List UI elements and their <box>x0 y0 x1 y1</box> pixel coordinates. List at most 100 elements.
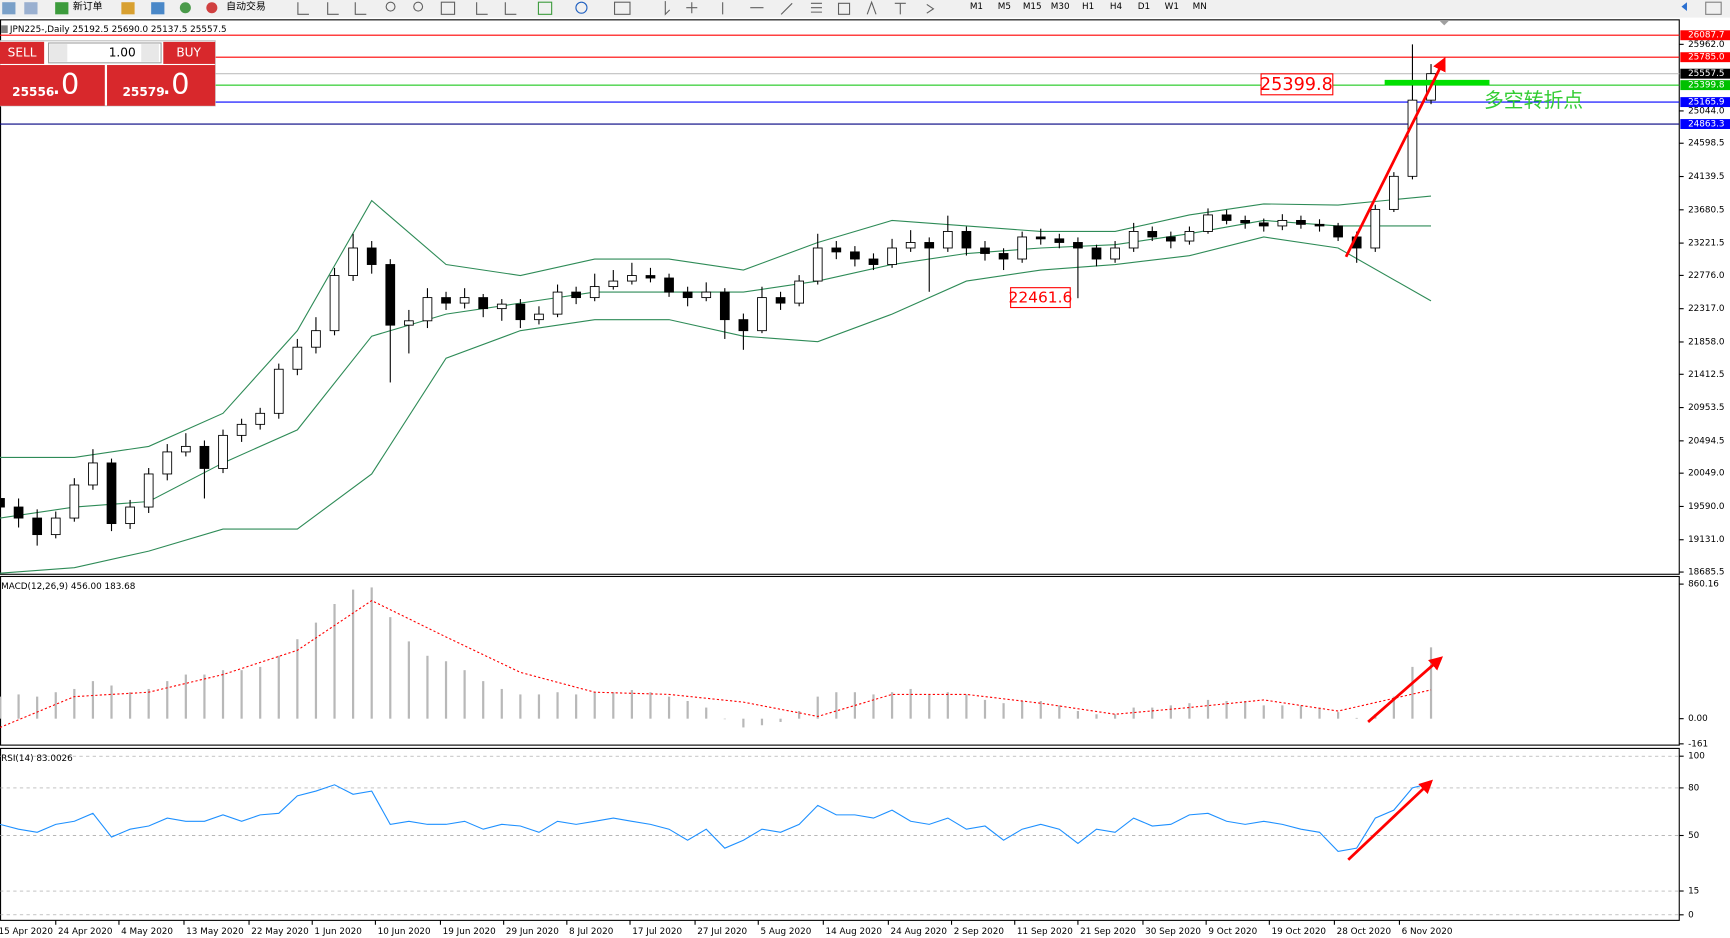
y-tick-label: 24598.5 <box>1688 139 1724 149</box>
y-tick-label: 15 <box>1688 887 1699 897</box>
scroll-icons[interactable] <box>476 2 517 15</box>
macd-bar <box>1132 707 1135 719</box>
candle-body <box>1333 225 1343 238</box>
annotation-box <box>1260 73 1334 96</box>
candle-body <box>143 473 154 508</box>
macd-bar <box>36 696 39 719</box>
icon[interactable] <box>24 2 38 15</box>
icon[interactable] <box>55 2 69 15</box>
candle-body <box>311 330 321 348</box>
macd-bar <box>1151 707 1154 719</box>
auto-trading[interactable]: 自动交易 <box>226 0 266 13</box>
new-order[interactable]: 新订单 <box>73 0 103 13</box>
macd-signal <box>0 599 1432 728</box>
candle-body <box>1370 208 1381 249</box>
timeframe[interactable]: M15 <box>1023 2 1042 12</box>
vol-up[interactable] <box>141 44 159 62</box>
x-tick-label: 11 Sep 2020 <box>1017 927 1073 937</box>
nav-icon[interactable] <box>1681 2 1687 12</box>
candle-body <box>459 297 470 304</box>
annotations: 25399.8 22461.6 多空转折点 <box>1009 20 1583 861</box>
macd-bar <box>705 707 708 719</box>
buy-button[interactable] <box>163 41 216 64</box>
timeframe[interactable]: D1 <box>1138 2 1150 12</box>
icon[interactable] <box>206 2 218 14</box>
sell-label[interactable]: SELL <box>8 45 37 59</box>
macd-bar <box>314 622 318 719</box>
candle-body <box>404 320 414 326</box>
macd-bar <box>0 696 2 719</box>
ask-box[interactable] <box>107 65 216 106</box>
level-label: 25557.5 <box>1688 69 1724 79</box>
timeframe[interactable]: H1 <box>1082 2 1094 12</box>
volume[interactable]: 1.00 <box>109 45 136 59</box>
macd-bar <box>444 661 448 719</box>
indicators[interactable] <box>537 1 553 15</box>
bid-box[interactable] <box>0 65 105 106</box>
icon[interactable] <box>151 2 165 15</box>
zoom-in[interactable] <box>385 1 396 12</box>
candle-body <box>1110 247 1120 260</box>
candle-body <box>608 280 619 288</box>
macd-bar <box>296 639 299 719</box>
macd-bar <box>1113 714 1117 719</box>
candle-body <box>366 247 377 265</box>
candle-body <box>199 445 210 469</box>
vol-down[interactable] <box>49 44 68 62</box>
y-tick-label: 0.00 <box>1688 714 1708 724</box>
timeframes: M1 M5 M15 M30 H1 H4 D1 W1 MN <box>970 2 1207 12</box>
y-tick-label: -161 <box>1688 739 1708 749</box>
macd-bar <box>1244 700 1247 719</box>
periods[interactable] <box>575 1 588 14</box>
macd-bar <box>73 688 76 719</box>
icon[interactable] <box>2 2 16 15</box>
drawing-tools[interactable] <box>664 0 935 16</box>
candle-body <box>812 247 823 282</box>
x-tick-label: 10 Jun 2020 <box>378 927 431 937</box>
macd-title: MACD(12,26,9) 456.00 183.68 <box>1 582 135 592</box>
x-tick-label: 24 Apr 2020 <box>58 927 113 937</box>
annotation: 22461.6 <box>1009 289 1073 307</box>
chart-icons[interactable] <box>297 2 367 15</box>
y-tick-label: 20953.5 <box>1688 403 1724 413</box>
timeframe[interactable]: W1 <box>1165 2 1179 12</box>
macd-bar <box>333 604 336 719</box>
rsi-line <box>0 782 1432 852</box>
timeframe[interactable]: M30 <box>1051 2 1070 12</box>
macd-bar <box>1188 703 1191 719</box>
macd-bar <box>760 718 764 726</box>
tile[interactable] <box>440 1 456 15</box>
timeframe[interactable]: H4 <box>1110 2 1123 12</box>
y-tick-label: 20049.0 <box>1688 469 1725 479</box>
macd-bar <box>1039 700 1042 719</box>
icon[interactable] <box>179 2 191 14</box>
candle-body <box>719 291 730 321</box>
candle-body <box>1035 236 1046 240</box>
macd-bar <box>1336 712 1340 719</box>
sell-button[interactable] <box>0 41 45 64</box>
level-label: 25399.8 <box>1688 81 1724 91</box>
bid-frac[interactable]: .0 <box>52 67 79 101</box>
timeframe[interactable]: M1 <box>970 2 983 12</box>
buy-label[interactable]: BUY <box>176 45 201 59</box>
icon[interactable] <box>121 2 135 15</box>
timeframe[interactable]: M5 <box>998 2 1011 12</box>
timeframe[interactable]: MN <box>1193 2 1207 12</box>
candle-body <box>905 242 916 249</box>
ask-main[interactable]: 25579 <box>122 85 164 99</box>
bid-main[interactable]: 25556 <box>12 85 54 99</box>
search-icon[interactable] <box>1705 1 1722 15</box>
ask-frac[interactable]: .0 <box>162 67 189 101</box>
templates[interactable] <box>613 1 631 15</box>
macd-bar <box>1429 647 1433 719</box>
y-tick-label: 19131.0 <box>1688 535 1725 545</box>
volume-input[interactable] <box>47 42 162 64</box>
candle-body <box>385 264 396 326</box>
zoom-out[interactable] <box>413 1 424 12</box>
macd-bar <box>110 685 113 719</box>
candle-body <box>1407 99 1418 177</box>
trend-arrow <box>1347 779 1434 861</box>
x-tick-label: 6 Nov 2020 <box>1402 927 1453 937</box>
y-tick-label: 25044.0 <box>1688 106 1725 116</box>
macd-bar <box>853 692 857 719</box>
